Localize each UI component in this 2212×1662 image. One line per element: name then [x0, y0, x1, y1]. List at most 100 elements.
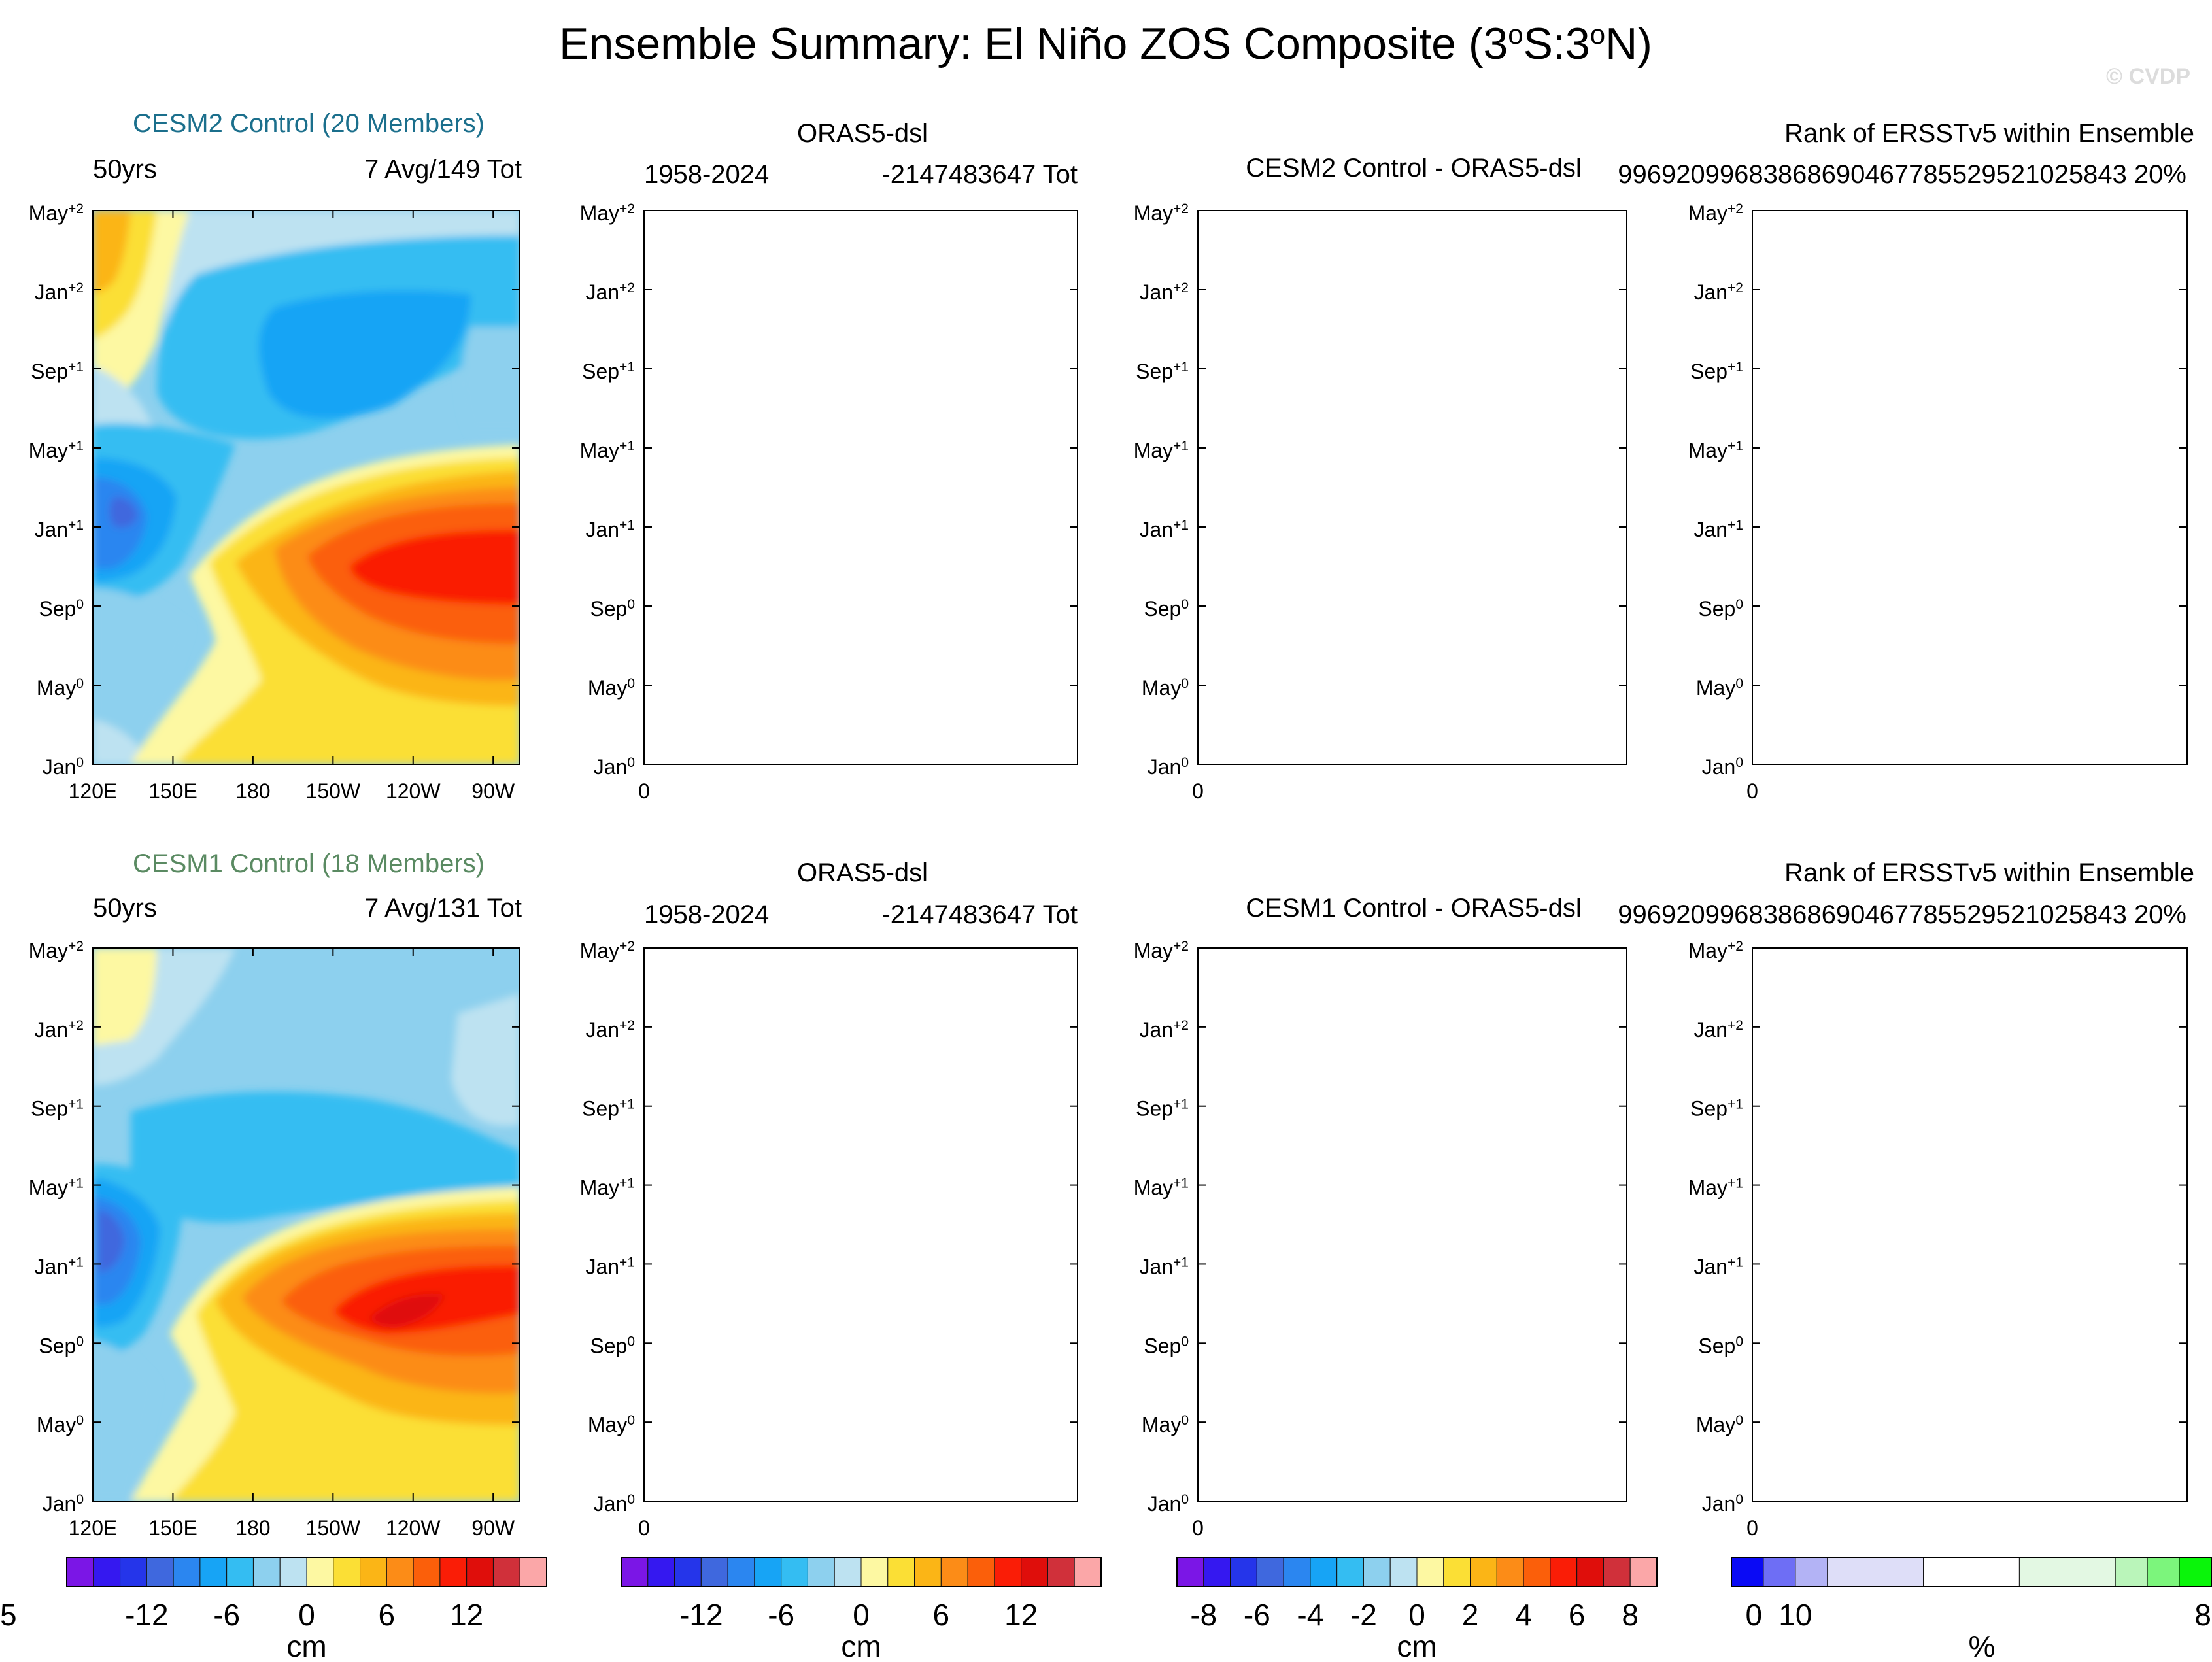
x-axis-label: 120E: [69, 1516, 118, 1540]
figure-title: Ensemble Summary: El Niño ZOS Composite …: [559, 19, 1652, 69]
heatmap-cesm1: [93, 948, 520, 1501]
colorbar-swatch: [1416, 1557, 1444, 1587]
y-axis-label: May+2: [580, 939, 635, 963]
colorbar-swatch: [834, 1557, 862, 1587]
colorbar-label: -6: [213, 1598, 240, 1632]
colorbar-label: 95: [0, 1598, 17, 1632]
rank-title: Rank of ERSSTv5 within Ensemble: [1784, 119, 2194, 148]
band-blue-mid: [131, 1091, 520, 1223]
colorbar-swatch: [1443, 1557, 1471, 1587]
row-2: CESM1 Control (18 Members) 50yrs 7 Avg/1…: [92, 849, 2194, 1502]
band-deepblue-core: [109, 497, 137, 528]
colorbar-frame: [1731, 1557, 2212, 1587]
model-years: 50yrs: [93, 894, 157, 923]
heatmap-cesm2: [93, 211, 520, 764]
colorbar-label: 12: [1004, 1598, 1038, 1632]
colorbar-swatch: [333, 1557, 361, 1587]
y-axis-label: Jan0: [594, 1492, 635, 1516]
watermark: © CVDP: [2106, 64, 2190, 89]
y-axis-label: Jan+1: [585, 518, 635, 542]
y-axis-label: May0: [37, 1413, 84, 1437]
colorbar-3: -8 -6 -4 -2 0 2 4 6 8 cm: [1176, 1557, 1658, 1662]
colorbar-label: 0: [1408, 1598, 1425, 1632]
y-axis-label: Sep0: [590, 597, 635, 621]
colorbar-frame: [1176, 1557, 1658, 1587]
colorbar-swatch: [914, 1557, 942, 1587]
y-axis-label: May+1: [29, 1176, 84, 1200]
x-axis-label: 90W: [471, 1516, 515, 1540]
y-axis-label: Sep+1: [1690, 1096, 1743, 1121]
colorbar-swatch: [621, 1557, 649, 1587]
y-axis-label: May+1: [1688, 439, 1743, 463]
obs-count: -2147483647 Tot: [881, 160, 1078, 189]
y-axis-label: Sep0: [590, 1334, 635, 1358]
colorbar-swatch: [279, 1557, 307, 1587]
colorbar-swatch: [120, 1557, 147, 1587]
colorbar-unit: cm: [286, 1629, 326, 1662]
colorbar-swatch: [1047, 1557, 1075, 1587]
colorbar-label: 6: [379, 1598, 396, 1632]
y-axis-label: Jan0: [1702, 1492, 1743, 1516]
y-axis-label: May+1: [1134, 439, 1189, 463]
colorbar-swatch: [173, 1557, 201, 1587]
y-axis-label: May+2: [1134, 201, 1189, 226]
band-cyan-right: [461, 327, 520, 432]
colorbar-swatch: [940, 1557, 968, 1587]
x-axis-label: 90W: [471, 779, 515, 803]
colorbar-swatch: [492, 1557, 520, 1587]
y-axis-label: Sep+1: [1690, 360, 1743, 384]
colorbar-swatch: [1923, 1557, 2020, 1587]
colorbar-swatch: [439, 1557, 468, 1587]
colorbar-swatch: [1523, 1557, 1551, 1587]
colorbar-swatch: [1763, 1557, 1796, 1587]
colorbar-label: -12: [679, 1598, 723, 1632]
colorbar-label: 2: [1462, 1598, 1479, 1632]
colorbar-label: -6: [768, 1598, 794, 1632]
x-axis-label: 150E: [148, 779, 197, 803]
rank-values: 99692099683868690467785529521025843 20%: [1618, 900, 2186, 929]
colorbar-swatch: [1283, 1557, 1311, 1587]
colorbar-swatch: [674, 1557, 702, 1587]
model-count: 7 Avg/131 Tot: [364, 894, 522, 923]
y-axis-label: May+2: [1688, 939, 1743, 963]
x-axis-label: 0: [1192, 779, 1204, 803]
y-axis-label: Jan+1: [1139, 1255, 1189, 1279]
y-axis-label: Sep0: [1698, 597, 1743, 621]
colorbar-swatch: [727, 1557, 755, 1587]
colorbar-label: 8: [1622, 1598, 1639, 1632]
y-axis-label: Jan0: [1702, 755, 1743, 779]
y-axis-label: Sep0: [1698, 1334, 1743, 1358]
y-axis-label: May+2: [1688, 201, 1743, 226]
colorbar-swatch: [1074, 1557, 1102, 1587]
colorbar-label: -4: [1297, 1598, 1323, 1632]
band-darkred-core: [369, 1293, 445, 1327]
band-yellow-topleft: [93, 948, 157, 1046]
y-axis-label: May+1: [29, 439, 84, 463]
y-axis-label: Jan+1: [34, 518, 84, 542]
colorbar-label: 12: [450, 1598, 483, 1632]
colorbar-swatch: [66, 1557, 94, 1587]
y-axis-label: Sep+1: [31, 1096, 84, 1121]
colorbar-label: 0: [1745, 1598, 1762, 1632]
x-axis-label: 150W: [306, 1516, 361, 1540]
colorbar-2: -12 -6 0 6 12 cm: [621, 1557, 1102, 1662]
colorbar-label: -12: [125, 1598, 168, 1632]
model-years: 50yrs: [93, 155, 157, 184]
colorbar-4: 0108095%: [0, 1557, 2212, 1662]
band-lightcyan-bl: [93, 1340, 157, 1501]
contour-blobs: [93, 948, 520, 1501]
y-axis-label: Sep+1: [582, 1096, 635, 1121]
y-axis-label: Sep0: [39, 1334, 84, 1358]
generated-axes-and-colorbars: May+2Jan+2Sep+1May+1Jan+1Sep0May0Jan0120…: [0, 201, 2212, 1662]
colorbar-label: 4: [1515, 1598, 1532, 1632]
y-axis-label: May0: [1696, 676, 1743, 700]
colorbar-label: 0: [298, 1598, 315, 1632]
y-axis-label: Jan+1: [1693, 518, 1743, 542]
colorbar-swatch: [386, 1557, 414, 1587]
colorbar-swatch: [1230, 1557, 1257, 1587]
y-axis-label: Jan0: [1148, 755, 1189, 779]
colorbar-label: -2: [1350, 1598, 1377, 1632]
